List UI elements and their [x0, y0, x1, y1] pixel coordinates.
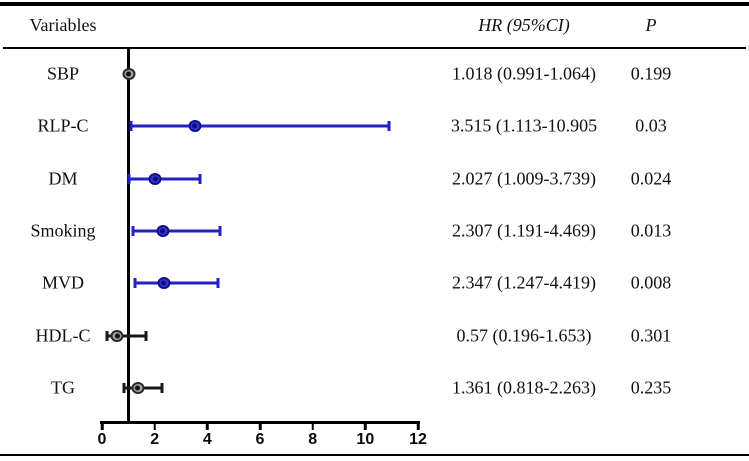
marker-center-dot [160, 228, 166, 234]
p-value: 0.301 [630, 325, 672, 346]
hr-point-marker [122, 68, 136, 80]
x-axis-tick [153, 423, 156, 430]
hr-ci-value: 3.515 (1.113-10.905 [450, 115, 598, 136]
hr-point-marker [148, 172, 162, 185]
ci-error-bar [128, 177, 201, 181]
p-value: 0.03 [635, 115, 667, 136]
ci-cap-left [105, 330, 109, 341]
ci-cap-left [131, 225, 135, 236]
ci-cap-right [218, 225, 222, 236]
ci-error-bar [131, 124, 390, 128]
x-axis-tick-label: 8 [308, 431, 318, 448]
marker-center-dot [161, 280, 167, 286]
x-axis-tick [206, 423, 209, 430]
p-value: 0.235 [630, 377, 672, 398]
x-axis-tick [416, 423, 420, 430]
ci-cap-left [133, 278, 137, 289]
hr-ci-value: 1.018 (0.991-1.064) [452, 63, 596, 84]
variable-label: SBP [46, 63, 80, 84]
hr-point-marker [110, 329, 124, 342]
ci-cap-right [198, 173, 202, 184]
ci-error-bar [133, 229, 220, 233]
ci-cap-left [127, 173, 131, 184]
ci-cap-left [129, 121, 133, 132]
ci-error-bar [107, 334, 146, 338]
p-value: 0.199 [630, 63, 672, 84]
hr-ci-value: 2.347 (1.247-4.419) [452, 272, 596, 293]
hr-point-marker [157, 277, 171, 290]
marker-center-dot [192, 123, 198, 129]
x-axis-tick-label: 10 [356, 431, 375, 448]
x-axis-tick [258, 423, 262, 430]
hr-ci-value: 0.57 (0.196-1.653) [456, 325, 592, 346]
p-value: 0.024 [630, 168, 672, 189]
hr-ci-value: 2.307 (1.191-4.469) [452, 220, 596, 241]
column-header-p: P [645, 15, 657, 35]
hr-point-marker [156, 224, 170, 237]
ci-cap-right [387, 121, 391, 132]
hr-point-marker [131, 381, 145, 394]
variable-label: DM [48, 168, 78, 189]
ci-cap-left [122, 382, 126, 393]
ci-cap-right [216, 278, 220, 289]
bottom-rule [0, 454, 749, 456]
ci-error-bar [134, 281, 219, 285]
variable-label: RLP-C [37, 115, 89, 136]
variable-label: HDL-C [35, 325, 91, 346]
reference-line [126, 48, 130, 421]
p-value: 0.013 [630, 220, 672, 241]
column-header-hr: HR (95%CI) [478, 15, 570, 35]
ci-cap-right [144, 330, 148, 341]
marker-center-dot [135, 385, 141, 391]
variable-label: MVD [41, 272, 84, 293]
ci-cap-right [160, 382, 164, 393]
x-axis-line [100, 421, 420, 424]
x-axis-tick-label: 6 [255, 431, 265, 448]
hr-ci-value: 1.361 (0.818-2.263) [452, 377, 596, 398]
hr-point-marker [188, 120, 202, 133]
x-axis-tick-label: 4 [202, 431, 212, 448]
x-axis-tick-label: 2 [150, 431, 160, 448]
x-axis-tick [311, 423, 314, 430]
p-value: 0.008 [630, 272, 672, 293]
marker-center-dot [152, 176, 158, 182]
variable-label: TG [51, 377, 75, 398]
column-header-variables: Variables [29, 15, 97, 35]
hr-ci-value: 2.027 (1.009-3.739) [452, 168, 596, 189]
marker-center-dot [114, 333, 120, 339]
x-axis-tick [100, 423, 104, 430]
top-rule [0, 2, 749, 6]
x-axis-tick [364, 423, 367, 430]
x-axis-tick-label: 0 [97, 431, 107, 448]
x-axis-tick-label: 12 [409, 431, 427, 448]
variable-label: Smoking [30, 220, 96, 241]
header-rule [3, 47, 746, 49]
marker-center-dot [126, 71, 132, 77]
